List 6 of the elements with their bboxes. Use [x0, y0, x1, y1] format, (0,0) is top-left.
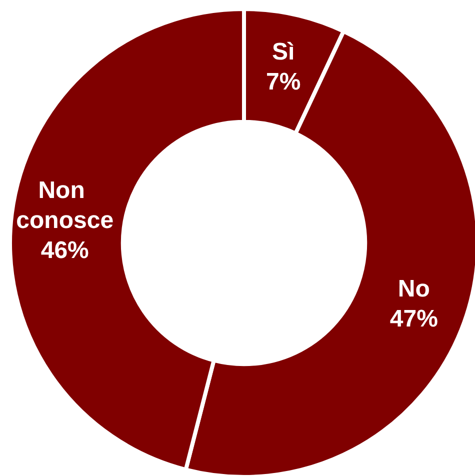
data-label: 46%	[40, 236, 89, 264]
data-label: 7%	[266, 68, 301, 96]
data-label: 47%	[390, 306, 438, 333]
slice-label: Non conosce	[16, 176, 114, 234]
slice-label: Sì	[272, 38, 295, 66]
slice-label: No	[398, 276, 430, 303]
